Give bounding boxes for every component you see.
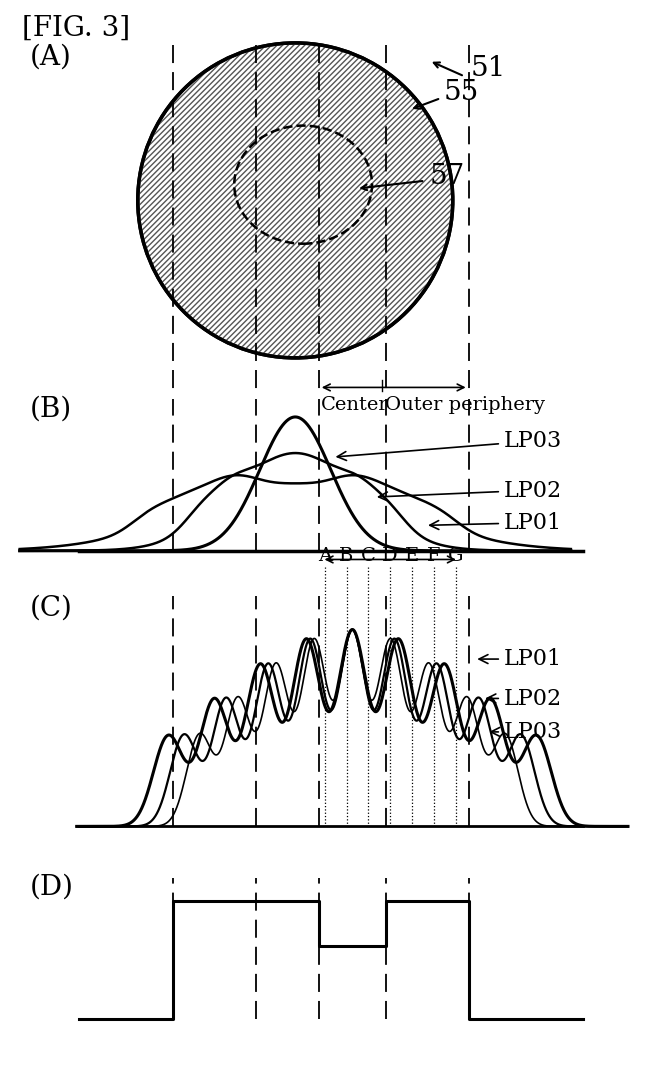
Text: LP03: LP03 bbox=[337, 430, 562, 461]
Text: Outer periphery: Outer periphery bbox=[385, 396, 545, 413]
Text: (C): (C) bbox=[29, 594, 73, 621]
Text: LP01: LP01 bbox=[430, 512, 562, 534]
Text: 57: 57 bbox=[429, 162, 464, 189]
Text: 55: 55 bbox=[444, 79, 480, 105]
Text: [FIG. 3]: [FIG. 3] bbox=[22, 15, 130, 42]
Text: D: D bbox=[382, 547, 398, 565]
Text: (B): (B) bbox=[29, 396, 72, 423]
Text: C: C bbox=[361, 547, 376, 565]
Text: 51: 51 bbox=[470, 55, 505, 83]
Circle shape bbox=[138, 43, 453, 358]
Text: (A): (A) bbox=[29, 43, 71, 70]
Text: G: G bbox=[448, 547, 464, 565]
Text: B: B bbox=[340, 547, 354, 565]
Text: LP01: LP01 bbox=[479, 648, 562, 670]
Text: LP02: LP02 bbox=[487, 688, 562, 709]
Text: LP02: LP02 bbox=[378, 480, 562, 501]
Text: (D): (D) bbox=[29, 874, 73, 901]
Text: F: F bbox=[427, 547, 440, 565]
Text: Center: Center bbox=[321, 396, 388, 413]
Text: LP03: LP03 bbox=[491, 721, 562, 744]
Text: A: A bbox=[318, 547, 332, 565]
Text: E: E bbox=[405, 547, 419, 565]
